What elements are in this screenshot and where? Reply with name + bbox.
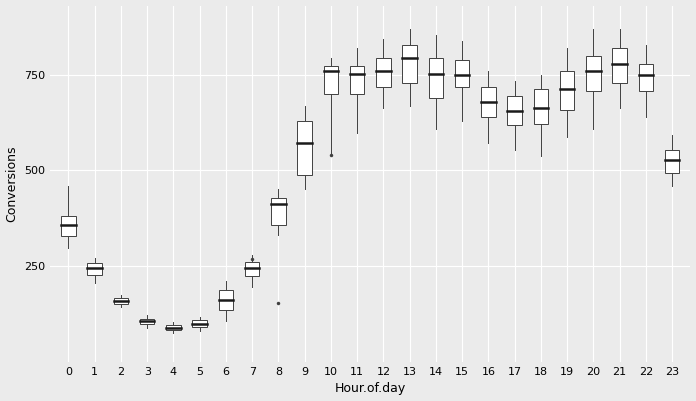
- Bar: [612, 49, 627, 83]
- Bar: [324, 66, 338, 95]
- Bar: [534, 89, 548, 124]
- X-axis label: Hour.of.day: Hour.of.day: [335, 383, 406, 395]
- Bar: [61, 217, 76, 235]
- Bar: [376, 58, 390, 87]
- Bar: [455, 60, 469, 87]
- Bar: [429, 58, 443, 98]
- Bar: [639, 64, 653, 91]
- Bar: [245, 261, 260, 276]
- Bar: [297, 121, 312, 175]
- Bar: [350, 66, 365, 95]
- Bar: [402, 45, 417, 83]
- Bar: [560, 71, 574, 110]
- Bar: [113, 298, 128, 304]
- Bar: [665, 150, 679, 173]
- Bar: [166, 325, 181, 330]
- Bar: [586, 56, 601, 91]
- Bar: [507, 95, 522, 125]
- Bar: [88, 263, 102, 275]
- Bar: [481, 87, 496, 117]
- Bar: [193, 320, 207, 327]
- Y-axis label: Conversions: Conversions: [6, 146, 19, 222]
- Bar: [140, 319, 155, 324]
- Bar: [271, 198, 285, 225]
- Bar: [219, 290, 233, 310]
